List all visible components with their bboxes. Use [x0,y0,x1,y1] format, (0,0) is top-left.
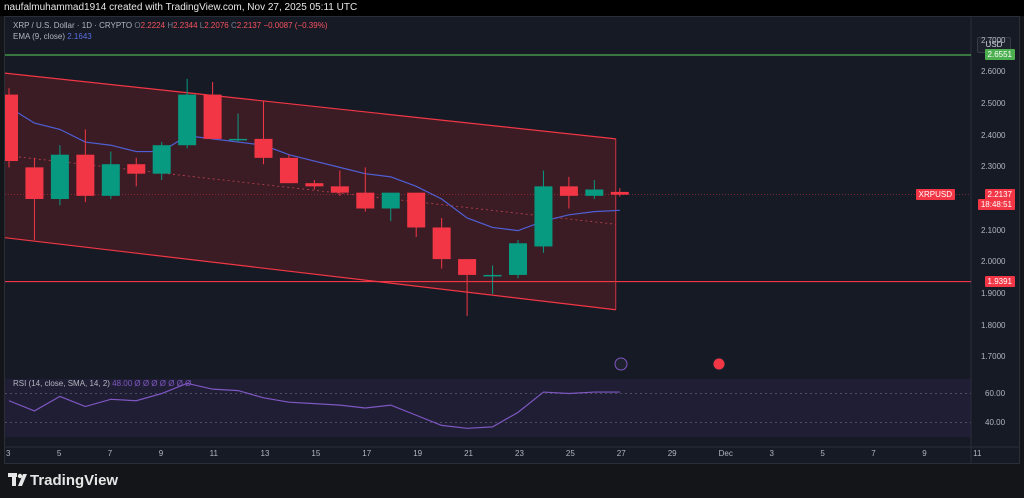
candle-body [25,167,44,199]
last-price-tag: 2.2137 [984,188,1015,200]
ema-line [8,106,620,232]
ema-label: EMA (9, close) [13,32,66,41]
footer: TradingView [0,464,1024,498]
candle-body [330,186,349,193]
time-tick-label: 7 [871,449,876,458]
rsi-label: RSI (14, close, SMA, 14, 2) [13,379,110,388]
channel-fill [5,73,616,310]
candle-body [229,138,248,141]
rsi-line [8,382,620,429]
candle-body [50,154,69,199]
calendar-marker-icon [712,357,726,371]
price-tick-label: 2.4000 [981,130,1006,140]
candle-body [152,145,171,174]
candle-body [127,164,146,174]
c-value: 2.2137 [236,21,262,30]
time-tick-label: 9 [922,449,927,458]
c-label: C [230,21,237,30]
candle-body [458,259,477,275]
candle-body [279,157,298,184]
tradingview-logo-icon [8,473,27,486]
price-tick-label: 1.9000 [981,288,1006,298]
rsi-tick-label: 60.00 [985,388,1006,398]
candle-body [610,191,629,195]
countdown-tag: 18:48:51 [977,198,1015,210]
candle-body [305,183,324,187]
time-tick-label: 3 [6,449,11,458]
candle-body [483,274,502,277]
time-tick-label: 19 [413,449,423,458]
chart-frame[interactable]: XRP / U.S. Dollar · 1D · CRYPTO O2.2224 … [4,16,1020,464]
candle-body [178,94,197,146]
l-label: L [199,21,205,30]
h-value: 2.2344 [173,21,198,30]
candle-body [407,192,426,228]
candle-body [534,186,553,247]
l-value: 2.2076 [204,21,229,30]
candle-body [203,94,222,139]
candle-body [559,186,578,196]
price-tick-label: 2.5000 [981,99,1006,109]
red-level-tag: 1.9391 [984,275,1015,287]
time-tick-label: 29 [667,449,677,458]
candle-body [356,192,375,209]
price-tick-label: 2.3000 [981,162,1006,172]
candle-body [509,243,527,275]
time-tick-label: 21 [464,449,473,458]
symbol-tag: XRPUSD [915,188,955,200]
symbol-label: XRP / U.S. Dollar · 1D · CRYPTO [13,21,133,30]
ohlc-legend: XRP / U.S. Dollar · 1D · CRYPTO O2.2224 … [13,21,327,30]
time-tick-label: Dec [718,449,733,458]
price-tick-label: 2.1000 [981,225,1006,235]
time-tick-label: 5 [820,449,825,458]
time-tick-label: 15 [311,449,321,458]
time-tick-label: 7 [107,449,113,458]
brand-name: TradingView [30,472,119,489]
ema-value: 2.1643 [67,32,92,41]
time-tick-label: 11 [209,449,218,458]
time-tick-label: 17 [362,449,372,458]
channel-upper-line [5,72,616,140]
candle-body [5,94,18,162]
price-tick-label: 2.6000 [981,67,1006,77]
author-line: naufalmuhammad1914 created with TradingV… [0,0,1024,16]
time-tick-label: 27 [616,449,626,458]
time-tick-label: 5 [56,449,62,458]
chart-canvas[interactable] [5,17,1019,463]
candle-body [432,227,451,260]
o-value: 2.2224 [140,21,166,30]
candle-body [585,189,604,196]
change-value: −0.0087 (−0.39%) [263,21,328,30]
price-tick-label: 2.7000 [981,35,1006,45]
ema-legend: EMA (9, close) 2.1643 [13,32,92,41]
price-tick-label: 1.8000 [981,320,1006,330]
candle-body [254,138,273,158]
h-label: H [167,21,174,30]
channel-mid-line [5,154,616,225]
price-tick-label: 1.7000 [981,352,1006,362]
channel-lower-line [5,237,616,311]
candle-body [101,164,120,196]
time-tick-label: 13 [260,449,270,458]
rsi-legend: RSI (14, close, SMA, 14, 2) 48.00 Ø Ø Ø … [13,379,191,388]
rsi-values: 48.00 Ø Ø Ø Ø Ø Ø Ø [112,379,192,388]
time-tick-label: 25 [565,449,575,458]
candle-body [76,154,95,196]
candle-body [381,192,400,209]
time-tick-label: 3 [769,449,774,458]
event-marker-icon [614,357,628,371]
price-tick-label: 2.0000 [981,257,1006,267]
green-level-tag: 2.6551 [984,49,1015,61]
time-tick-label: 11 [973,449,982,458]
o-label: O [134,21,141,30]
rsi-tick-label: 40.00 [985,417,1006,427]
time-tick-label: 23 [515,449,524,458]
time-tick-label: 9 [158,449,164,458]
